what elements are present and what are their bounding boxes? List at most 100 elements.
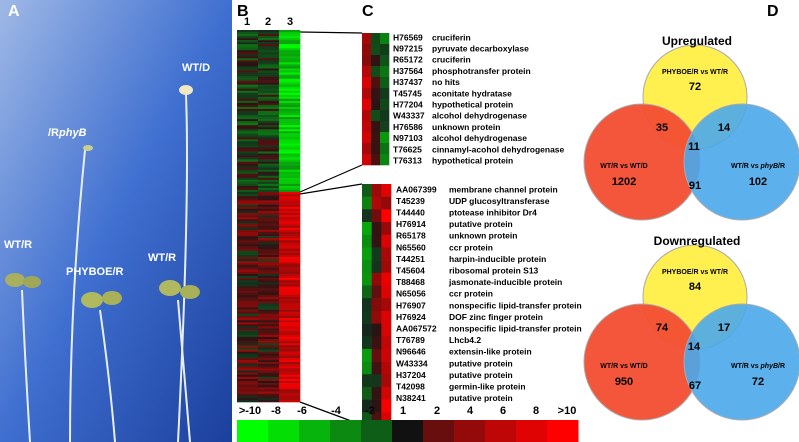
heatmap-cell (258, 115, 280, 118)
heatmap-cell (258, 96, 280, 100)
heatmap-cell (279, 259, 301, 262)
heatmap-cell (237, 330, 259, 333)
heatmap-cell (258, 280, 280, 283)
heatmap-cell (258, 397, 280, 401)
heatmap-cell (258, 290, 280, 294)
heatmap-cell (381, 361, 392, 375)
heatmap-cell (362, 234, 372, 248)
gene-id: H76586 (393, 122, 423, 132)
heatmap-cell (258, 328, 280, 331)
heatmap-cell (258, 125, 280, 128)
heatmap-cell (237, 82, 259, 85)
heatmap-cell (237, 179, 259, 183)
heatmap-cell (258, 231, 280, 235)
heatmap-cell (258, 399, 280, 403)
heatmap-cell (258, 265, 280, 268)
heatmap-cell (258, 250, 280, 254)
heatmap-cell (258, 159, 280, 162)
heatmap-cell (258, 320, 280, 323)
heatmap-cell (279, 299, 301, 302)
heatmap-cell (237, 322, 259, 325)
heatmap-cell (371, 247, 382, 261)
gene-name: extensin-like protein (449, 347, 532, 357)
heatmap-cell (279, 208, 301, 212)
heatmap-cell (381, 234, 392, 248)
gene-name: Lhcb4.2 (449, 335, 481, 345)
heatmap-cell (362, 260, 372, 274)
heatmap-cell (258, 80, 280, 83)
heatmap-cell (279, 315, 301, 319)
heatmap-cell (258, 100, 280, 104)
heatmap-cell (279, 362, 301, 365)
heatmap-cell (362, 374, 372, 388)
heatmap-cell (258, 131, 280, 134)
heatmap-cell (258, 301, 280, 304)
heatmap-cell (279, 192, 301, 195)
heatmap-cell (237, 76, 259, 79)
heatmap-cell (237, 60, 259, 63)
heatmap-cell (258, 219, 280, 222)
heatmap-cell (279, 34, 301, 37)
heatmap-cell (279, 271, 301, 275)
heatmap-cell (237, 185, 259, 189)
heatmap-cell (237, 231, 259, 235)
heatmap-cell (362, 88, 372, 100)
heatmap-cell (237, 102, 259, 106)
heatmap-cell (237, 267, 259, 270)
gene-id: T45604 (396, 265, 425, 275)
heatmap-cell (279, 273, 301, 277)
heatmap-cell (258, 385, 280, 388)
heatmap-cell (237, 131, 259, 134)
heatmap-cell (258, 246, 280, 249)
scale-swatch (454, 420, 486, 442)
heatmap-cell (258, 108, 280, 112)
heatmap-cell (258, 119, 280, 122)
heatmap-cell (362, 412, 372, 426)
gene-name: putative protein (449, 219, 513, 229)
gene-id: R65178 (396, 231, 426, 241)
heatmap-cell (258, 56, 280, 59)
heatmap-cell (279, 294, 301, 298)
gene-name: pyruvate decarboxylase (432, 43, 529, 53)
heatmap-cell (237, 127, 259, 130)
heatmap-cell (279, 52, 301, 55)
heatmap-cell (279, 292, 301, 296)
gene-id: T44440 (396, 207, 425, 217)
set-label: PHYBOE/R vs WT/R (662, 269, 728, 276)
heatmap-cell (237, 290, 259, 294)
venn-count: 74 (656, 322, 669, 334)
heatmap-cell (258, 297, 280, 300)
text-part: WT/R (4, 239, 32, 251)
heatmap-cell (279, 58, 301, 61)
heatmap-cell (237, 80, 259, 83)
set-label: WT/R vs phyB/R (731, 363, 785, 370)
heatmap-cell (258, 139, 280, 142)
heatmap-cell (279, 74, 301, 77)
heatmap-cell (237, 192, 259, 195)
heatmap-cell (258, 278, 280, 281)
heatmap-cell (237, 276, 259, 279)
heatmap-cell (237, 311, 259, 315)
heatmap-cell (237, 223, 259, 226)
heatmap-cell (279, 250, 301, 254)
heatmap-cell (237, 54, 259, 57)
heatmap-cell (258, 364, 280, 367)
gene-id: H76914 (396, 219, 426, 229)
heatmap-cell (380, 44, 390, 56)
heatmap-cell (237, 225, 259, 228)
heatmap-cell (371, 222, 382, 236)
heatmap-cell (371, 260, 382, 274)
heatmap-cell (279, 202, 301, 205)
heatmap-cell (279, 200, 301, 203)
heatmap-cell (258, 117, 280, 120)
heatmap-cell (279, 161, 301, 164)
heatmap-cell (237, 123, 259, 126)
heatmap-cell (258, 391, 280, 394)
heatmap-cell (279, 204, 301, 207)
heatmap-cell (279, 221, 301, 224)
heatmap-cell (279, 42, 301, 45)
venn-count: 67 (689, 380, 701, 392)
heatmap-cell (258, 200, 280, 203)
panel-label: C (362, 3, 374, 20)
